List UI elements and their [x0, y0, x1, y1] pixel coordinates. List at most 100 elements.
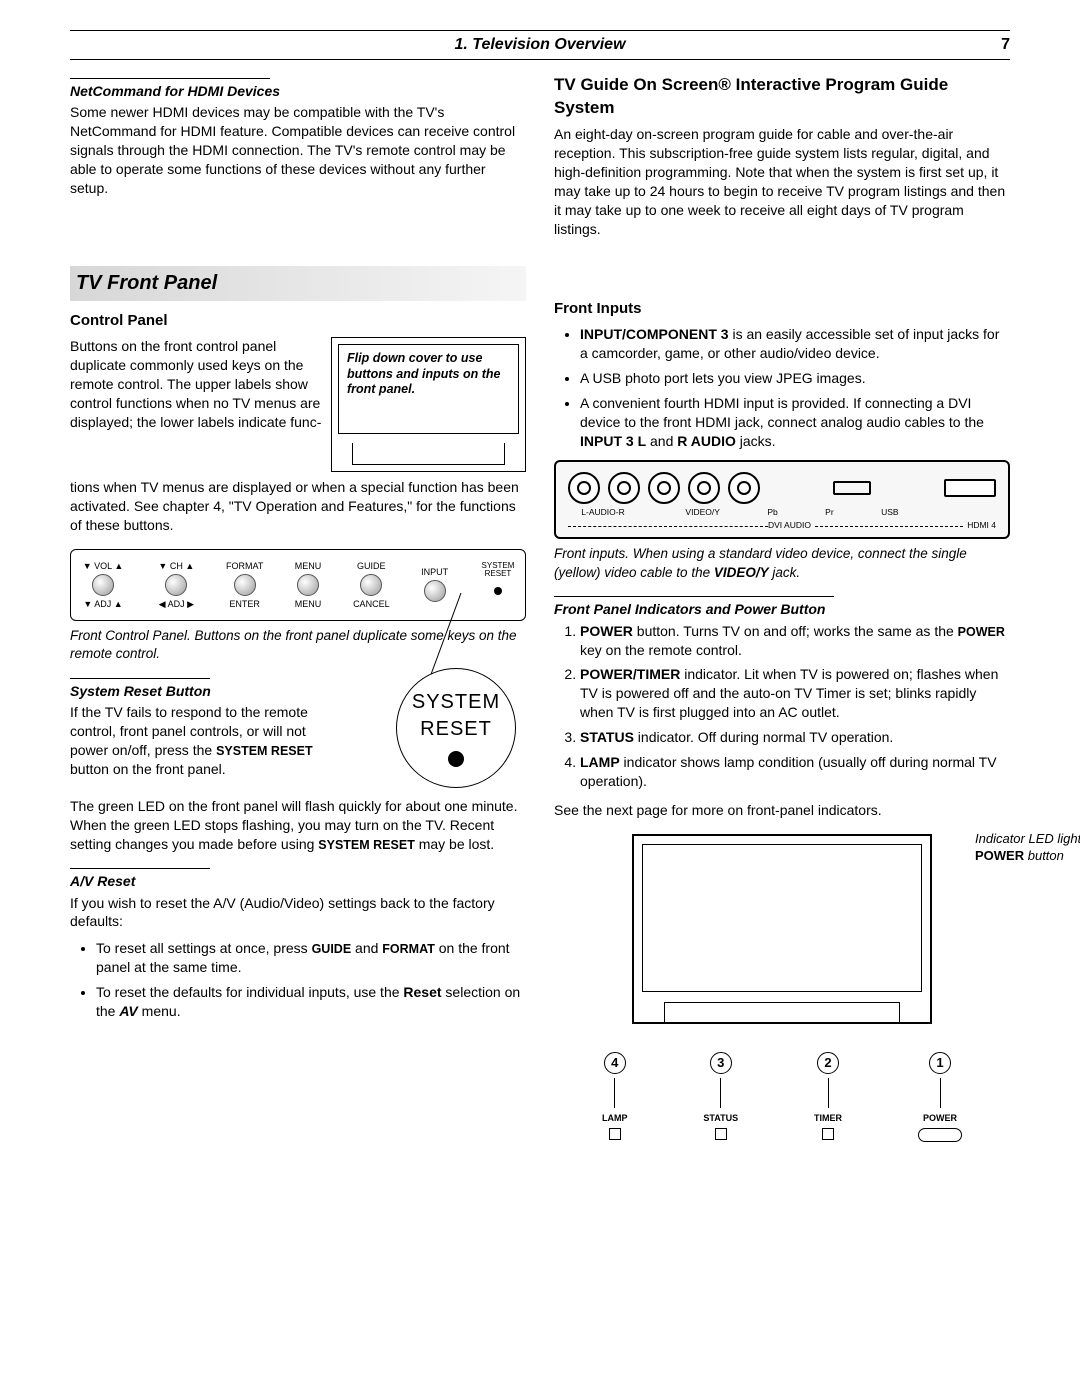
text: indicator shows lamp condition (usually … [580, 754, 997, 789]
jack-label: Pb [767, 507, 777, 518]
status-led-icon [715, 1128, 727, 1140]
indicators-heading: Front Panel Indicators and Power Button [554, 600, 1010, 619]
power-label: POWER [580, 623, 633, 639]
pr-jack [728, 472, 760, 504]
panel-label: MENU [295, 598, 322, 610]
panel-label: MENU [295, 560, 322, 572]
lamp-label: LAMP [580, 754, 620, 770]
list-item: POWER/TIMER indicator. Lit when TV is po… [580, 665, 1010, 722]
text: key on the remote control. [580, 642, 742, 658]
netcommand-heading: NetCommand for HDMI Devices [70, 82, 526, 101]
format-key: FORMAT [382, 942, 435, 956]
reset-label: Reset [403, 984, 441, 1000]
panel-label: ▼ ADJ ▲ [83, 598, 122, 610]
system-reset-btn-label: SYSTEM RESET [318, 838, 415, 852]
text: button. Turns TV on and off; works the s… [633, 623, 958, 639]
list-item: INPUT/COMPONENT 3 is an easily accessibl… [580, 325, 1010, 363]
rule [554, 596, 834, 597]
timer-led-icon [822, 1128, 834, 1140]
page-header: 1. Television Overview 7 [70, 30, 1010, 60]
system-reset-btn-label: SYSTEM RESET [216, 744, 313, 758]
indicators-footer: See the next page for more on front-pane… [554, 801, 1010, 820]
panel-label: ENTER [229, 598, 260, 610]
list-item: To reset the defaults for individual inp… [96, 983, 526, 1021]
jack-label: HDMI 4 [967, 520, 996, 531]
front-inputs-list: INPUT/COMPONENT 3 is an easily accessibl… [554, 325, 1010, 450]
list-item: To reset all settings at once, press GUI… [96, 939, 526, 977]
tv-front-indicator-diagram: Indicator LED lights and POWER button 4L… [554, 834, 1010, 1142]
video-y-jack [648, 472, 680, 504]
panel-label: FORMAT [226, 560, 263, 572]
text: indicator. Off during normal TV operatio… [634, 729, 893, 745]
usb-port [833, 481, 871, 495]
jack-label: DVI AUDIO [768, 520, 811, 531]
status-label: STATUS [580, 729, 634, 745]
text: and [351, 940, 382, 956]
power-timer-label: POWER/TIMER [580, 666, 680, 682]
panel-label: ▼ VOL ▲ [83, 560, 124, 572]
control-panel-body-2: tions when TV menus are displayed or whe… [70, 478, 526, 535]
front-inputs-diagram: L-AUDIO-R VIDEO/Y Pb Pr USB DVI AUDIO HD… [554, 460, 1010, 539]
text: may be lost. [415, 836, 494, 852]
list-item: STATUS indicator. Off during normal TV o… [580, 728, 1010, 747]
text: To reset all settings at once, press [96, 940, 312, 956]
hdmi-port [944, 479, 996, 497]
av-reset-body: If you wish to reset the A/V (Audio/Vide… [70, 894, 526, 932]
system-reset-body-2: The green LED on the front panel will fl… [70, 797, 526, 854]
lamp-indicator-label: LAMP [602, 1112, 628, 1124]
status-indicator-label: STATUS [703, 1112, 738, 1124]
lamp-led-icon [609, 1128, 621, 1140]
indicators-list: POWER button. Turns TV on and off; works… [554, 622, 1010, 791]
left-column: NetCommand for HDMI Devices Some newer H… [70, 74, 526, 1142]
panel-label: GUIDE [357, 560, 386, 572]
tv-guide-heading: TV Guide On Screen® Interactive Program … [554, 74, 1010, 120]
system-reset-label-2: RESET [420, 716, 492, 743]
system-reset-heading: System Reset Button [70, 682, 330, 701]
text: To reset the defaults for individual inp… [96, 984, 403, 1000]
av-reset-heading: A/V Reset [70, 872, 526, 891]
guide-key: GUIDE [312, 942, 352, 956]
led-caption: Indicator LED lights and POWER button [975, 830, 1080, 865]
panel-label: SYSTEM RESET [482, 562, 515, 578]
callout-4: 4 [604, 1052, 626, 1074]
audio-r-jack [608, 472, 640, 504]
panel-button [297, 574, 319, 596]
text: jacks. [736, 433, 776, 449]
system-reset-body-1b: button on the front panel. [70, 761, 226, 777]
system-reset-label-1: SYSTEM [412, 689, 500, 716]
audio-l-jack [568, 472, 600, 504]
chapter-title: 1. Television Overview [454, 34, 625, 56]
system-reset-section: SYSTEM RESET System Reset Button If the … [70, 678, 526, 787]
rule [70, 78, 270, 79]
text: and [646, 433, 677, 449]
r-audio-label: R AUDIO [677, 433, 736, 449]
rule [70, 868, 210, 869]
text: A convenient fourth HDMI input is provid… [580, 395, 984, 430]
front-inputs-caption: Front inputs. When using a standard vide… [554, 545, 1010, 581]
panel-label: INPUT [421, 566, 448, 578]
input3l-label: INPUT 3 L [580, 433, 646, 449]
tv-front-illustration [632, 834, 932, 1024]
page-number: 7 [1001, 34, 1010, 56]
timer-indicator-label: TIMER [814, 1112, 842, 1124]
flip-cover-caption: Flip down cover to use buttons and input… [339, 345, 518, 404]
panel-label: ◀ ADJ ▶ [159, 598, 194, 610]
system-reset-callout: SYSTEM RESET [396, 668, 516, 788]
panel-button [165, 574, 187, 596]
text: menu. [138, 1003, 181, 1019]
input-component-label: INPUT/COMPONENT 3 [580, 326, 729, 342]
callout-2: 2 [817, 1052, 839, 1074]
panel-button [92, 574, 114, 596]
list-item: LAMP indicator shows lamp condition (usu… [580, 753, 1010, 791]
panel-label: ▼ CH ▲ [158, 560, 194, 572]
text: button [1024, 848, 1064, 863]
panel-button [360, 574, 382, 596]
list-item: POWER button. Turns TV on and off; works… [580, 622, 1010, 660]
pb-jack [688, 472, 720, 504]
callout-1: 1 [929, 1052, 951, 1074]
text: Indicator LED lights and [975, 831, 1080, 846]
power-label: POWER [975, 848, 1024, 863]
av-reset-list: To reset all settings at once, press GUI… [70, 939, 526, 1021]
system-reset-dot [494, 587, 502, 595]
rule [70, 678, 210, 679]
